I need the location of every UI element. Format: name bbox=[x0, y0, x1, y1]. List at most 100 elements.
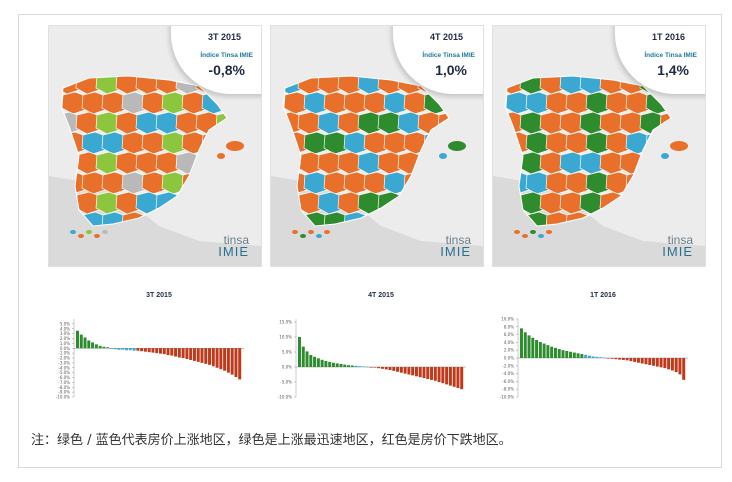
bar bbox=[358, 366, 362, 367]
bar bbox=[320, 359, 324, 367]
y-tick-label: -2.0% bbox=[58, 356, 70, 361]
value-callout-2: 4T 2015 Índice Tinsa IMIE 1,0% bbox=[391, 26, 483, 94]
bar bbox=[170, 348, 174, 356]
bar bbox=[618, 358, 622, 360]
balearic-island bbox=[670, 141, 688, 151]
bar bbox=[189, 348, 193, 360]
bar bbox=[192, 348, 196, 361]
bar bbox=[91, 342, 95, 349]
bar bbox=[147, 348, 151, 353]
index-label-2: Índice Tinsa IMIE bbox=[422, 52, 475, 59]
bar bbox=[584, 354, 588, 358]
balearic-island bbox=[217, 153, 225, 159]
bar bbox=[403, 367, 407, 374]
bar bbox=[430, 367, 434, 380]
bar bbox=[682, 358, 686, 380]
balearic-island bbox=[226, 141, 244, 151]
bar bbox=[298, 337, 301, 367]
bar bbox=[166, 348, 170, 356]
bar bbox=[437, 367, 441, 382]
bar bbox=[520, 328, 523, 358]
map-panel-2: 4T 2015 Índice Tinsa IMIE 1,0% tinsa IMI… bbox=[270, 25, 484, 267]
bar bbox=[369, 367, 373, 368]
bar bbox=[441, 367, 445, 384]
bar bbox=[377, 367, 381, 369]
bar bbox=[117, 348, 121, 350]
canary-island bbox=[522, 234, 528, 238]
y-tick-label: 2.0% bbox=[60, 336, 70, 341]
bar-chart-3: 1T 2016 10.0% 8.0% 6.0% 4.0% 2.0% 0.0% -2.0% -4.… bbox=[500, 292, 688, 400]
bar bbox=[561, 350, 565, 358]
logo-text-bottom: IMIE bbox=[440, 244, 471, 259]
province-shape bbox=[545, 211, 571, 226]
bar bbox=[350, 365, 354, 367]
bar bbox=[196, 348, 200, 362]
bar bbox=[226, 348, 230, 373]
value-callout-1: 3T 2015 Índice Tinsa IMIE -0,8% bbox=[169, 26, 261, 94]
bar bbox=[373, 367, 377, 368]
y-tick-label: 0.0% bbox=[504, 356, 514, 361]
logo-text-top: tinsa bbox=[667, 233, 693, 247]
bar bbox=[181, 348, 185, 358]
bar bbox=[121, 348, 125, 350]
value-callout-3: 1T 2016 Índice Tinsa IMIE 1,4% bbox=[613, 26, 705, 94]
bar bbox=[140, 348, 144, 352]
map-panel-1: 3T 2015 Índice Tinsa IMIE -0,8% tinsa IM… bbox=[48, 25, 262, 267]
bar-chart-panel-1: 3T 2015 5.0% 4.0% 3.0% 2.0% 1.0% 0.0% -1.0% -2.0… bbox=[48, 283, 260, 403]
y-tick-label: -4.0% bbox=[58, 365, 70, 370]
logo-text-bottom: IMIE bbox=[662, 244, 693, 259]
y-tick-label: -2.0% bbox=[502, 363, 514, 368]
bar bbox=[606, 358, 610, 359]
bar bbox=[76, 330, 79, 349]
bar bbox=[655, 358, 659, 367]
figure-frame: 3T 2015 Índice Tinsa IMIE -0,8% tinsa IM… bbox=[18, 14, 722, 468]
y-tick-label: -9.0% bbox=[58, 390, 70, 395]
bar bbox=[603, 357, 606, 359]
bar bbox=[587, 355, 591, 358]
bar bbox=[674, 358, 678, 373]
bar bbox=[595, 356, 599, 358]
bar bbox=[313, 356, 317, 367]
bar bbox=[328, 361, 332, 367]
bar bbox=[569, 351, 573, 358]
index-value-2: 1,0% bbox=[435, 62, 467, 78]
balearic-island bbox=[448, 141, 466, 151]
bar bbox=[542, 343, 546, 358]
bar-chart-2: 4T 2015 15.0% 10.0% 5.0% 0.0% -5.0% -10.0% bbox=[278, 292, 466, 400]
bar bbox=[234, 348, 238, 378]
canary-island bbox=[324, 230, 330, 234]
bar bbox=[339, 364, 343, 367]
y-tick-label: 15.0% bbox=[279, 320, 292, 325]
bar bbox=[208, 348, 212, 365]
chart-title: 1T 2016 bbox=[590, 292, 616, 299]
y-tick-label: 0.0% bbox=[60, 346, 70, 351]
bar bbox=[667, 358, 671, 370]
bar bbox=[456, 367, 460, 388]
canary-island bbox=[530, 230, 536, 234]
bar bbox=[538, 342, 542, 358]
y-tick-label: 10.0% bbox=[501, 317, 514, 322]
bar bbox=[636, 358, 640, 363]
period-label-2: 4T 2015 bbox=[429, 32, 463, 42]
y-tick-label: -8.0% bbox=[58, 385, 70, 390]
y-tick-label: -5.0% bbox=[58, 370, 70, 375]
spain-map-2 bbox=[271, 26, 483, 266]
bar bbox=[399, 367, 403, 373]
map-panel-3: 1T 2016 Índice Tinsa IMIE 1,4% tinsa IMI… bbox=[492, 25, 706, 267]
canary-island bbox=[78, 234, 84, 238]
period-label-1: 3T 2015 bbox=[207, 32, 241, 42]
bar bbox=[580, 354, 584, 358]
balearic-island bbox=[661, 153, 669, 159]
bar bbox=[644, 358, 648, 365]
y-tick-label: -10.0% bbox=[56, 395, 70, 400]
bar bbox=[219, 348, 223, 370]
bar bbox=[460, 367, 464, 390]
bar bbox=[79, 334, 83, 349]
bar bbox=[531, 337, 535, 358]
bar bbox=[625, 358, 629, 361]
canary-island bbox=[70, 230, 76, 234]
canary-island bbox=[308, 230, 314, 234]
bar bbox=[433, 367, 437, 381]
bar bbox=[591, 356, 595, 358]
y-tick-label: 5.0% bbox=[60, 321, 70, 326]
